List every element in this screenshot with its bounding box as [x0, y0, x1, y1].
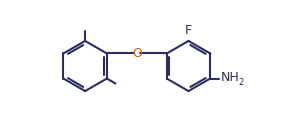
Text: O: O — [132, 47, 142, 60]
Text: NH: NH — [220, 71, 239, 84]
Text: 2: 2 — [238, 78, 244, 87]
Text: F: F — [185, 24, 192, 37]
